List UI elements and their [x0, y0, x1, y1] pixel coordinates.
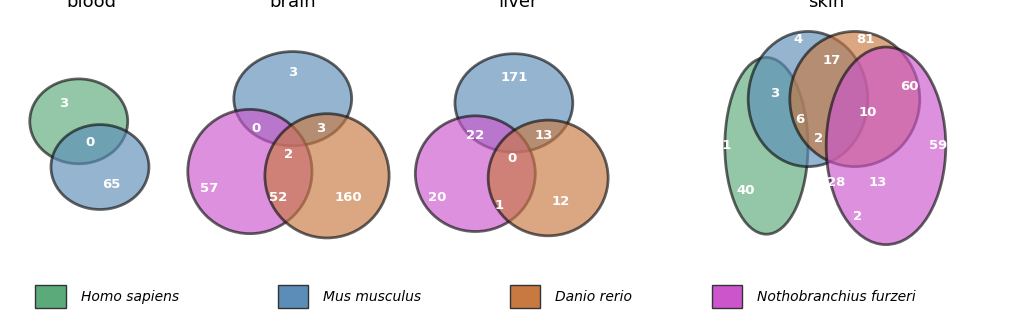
- Text: 17: 17: [821, 54, 840, 67]
- FancyBboxPatch shape: [711, 285, 742, 308]
- Text: 171: 171: [499, 71, 527, 84]
- Text: 22: 22: [466, 129, 484, 142]
- Text: Mus musculus: Mus musculus: [323, 290, 421, 304]
- Text: 81: 81: [855, 33, 873, 46]
- Text: 31: 31: [712, 139, 731, 152]
- Text: 57: 57: [200, 182, 218, 195]
- Text: 3: 3: [316, 122, 325, 135]
- Text: 60: 60: [899, 80, 918, 93]
- Ellipse shape: [454, 54, 573, 152]
- Ellipse shape: [488, 120, 607, 236]
- Text: 12: 12: [551, 195, 570, 208]
- Ellipse shape: [30, 79, 127, 164]
- Text: 3: 3: [287, 67, 298, 80]
- Text: 4: 4: [792, 33, 802, 46]
- Text: 52: 52: [268, 191, 286, 204]
- Text: liver: liver: [498, 0, 537, 11]
- Text: 13: 13: [534, 129, 552, 142]
- Text: 2: 2: [852, 210, 861, 223]
- Text: skin: skin: [807, 0, 844, 11]
- Text: 3: 3: [768, 87, 779, 100]
- Text: 3: 3: [59, 97, 68, 110]
- Text: 13: 13: [868, 176, 887, 189]
- Ellipse shape: [725, 57, 807, 234]
- Ellipse shape: [789, 31, 919, 167]
- Text: blood: blood: [66, 0, 117, 11]
- Text: 0: 0: [252, 122, 261, 135]
- Ellipse shape: [825, 47, 945, 245]
- FancyBboxPatch shape: [277, 285, 308, 308]
- Text: 0: 0: [86, 136, 95, 149]
- Text: 6: 6: [795, 113, 804, 126]
- Text: 40: 40: [736, 184, 754, 197]
- Text: 2: 2: [283, 148, 292, 161]
- Text: 2: 2: [813, 132, 822, 145]
- Text: 160: 160: [334, 191, 362, 204]
- Text: 28: 28: [826, 176, 845, 189]
- Ellipse shape: [51, 125, 149, 210]
- Text: 1: 1: [494, 199, 503, 212]
- Text: brain: brain: [269, 0, 316, 11]
- Ellipse shape: [265, 114, 389, 238]
- Text: 59: 59: [928, 139, 947, 152]
- Text: Nothobranchius furzeri: Nothobranchius furzeri: [757, 290, 915, 304]
- Text: 0: 0: [506, 152, 516, 165]
- Text: 10: 10: [858, 106, 876, 119]
- FancyBboxPatch shape: [36, 285, 65, 308]
- Text: Homo sapiens: Homo sapiens: [81, 290, 178, 304]
- Text: Danio rerio: Danio rerio: [555, 290, 632, 304]
- Ellipse shape: [233, 52, 352, 146]
- Ellipse shape: [415, 116, 535, 231]
- Text: 65: 65: [102, 178, 120, 191]
- Ellipse shape: [748, 31, 867, 167]
- Ellipse shape: [187, 109, 312, 234]
- Text: 20: 20: [427, 191, 445, 204]
- Text: 28: 28: [813, 233, 832, 246]
- FancyBboxPatch shape: [510, 285, 540, 308]
